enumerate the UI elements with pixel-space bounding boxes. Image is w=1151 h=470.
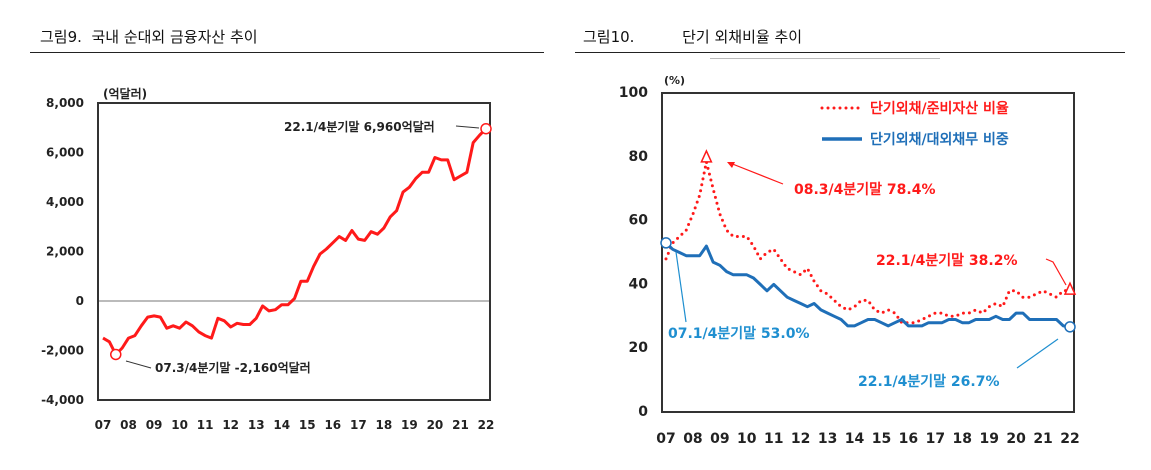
x-tick-label: 14 — [845, 431, 865, 447]
y-tick-label: 60 — [629, 213, 649, 229]
legend-label: 단기외채/준비자산 비율 — [870, 100, 1009, 117]
x-tick-label: 18 — [376, 418, 393, 432]
x-tick-label: 09 — [710, 431, 729, 447]
annotation-arrow — [729, 162, 784, 185]
x-tick-label: 19 — [979, 431, 998, 447]
annotation-label: 22.1/4분기말 26.7% — [858, 374, 999, 390]
trough-marker — [110, 348, 122, 361]
y-tick-label: -4,000 — [41, 393, 84, 407]
x-tick-label: 08 — [120, 418, 137, 432]
x-tick-label: 07 — [95, 418, 112, 432]
x-tick-label: 12 — [222, 418, 239, 432]
y-tick-label: 40 — [629, 276, 649, 292]
x-tick-label: 11 — [197, 418, 214, 432]
annotation-arrow — [455, 125, 480, 129]
legend-label: 단기외채/대외채무 비중 — [870, 131, 1009, 148]
annotation-label: 07.3/4분기말 -2,160억달러 — [155, 360, 311, 375]
annotation-label: 08.3/4분기말 78.4% — [794, 182, 935, 198]
triangle-marker — [700, 149, 713, 163]
x-tick-label: 20 — [1006, 431, 1026, 447]
x-tick-label: 07 — [656, 431, 675, 447]
x-tick-label: 22 — [1060, 431, 1079, 447]
x-tick-label: 20 — [427, 418, 444, 432]
triangle-marker — [1063, 281, 1077, 295]
annotation-arrow — [1045, 258, 1067, 286]
x-tick-label: 11 — [764, 431, 783, 447]
y-axis-unit: (%) — [664, 74, 685, 87]
annotation-label: 22.1/4분기말 6,960억달러 — [284, 119, 435, 134]
annotation-arrow — [125, 360, 152, 369]
x-tick-label: 13 — [818, 431, 837, 447]
y-tick-label: 8,000 — [46, 96, 84, 110]
figure-10-title: 그림10. 단기 외채비율 추이 — [583, 28, 803, 46]
arrowhead — [727, 162, 735, 168]
x-tick-label: 10 — [171, 418, 188, 432]
annotation-label: 07.1/4분기말 53.0% — [668, 326, 809, 342]
y-tick-label: 2,000 — [46, 245, 84, 259]
x-tick-label: 15 — [299, 418, 316, 432]
faint-divider — [710, 58, 940, 59]
x-tick-label: 17 — [926, 431, 945, 447]
circle-marker — [660, 237, 672, 249]
x-tick-label: 21 — [452, 418, 469, 432]
annotation-arrow — [675, 251, 687, 323]
net-external-assets-chart: (억달러) 8,000 6,000 4,000 2,000 0 -2,000 -4,000 0… — [41, 86, 495, 432]
annotation-label: 22.1/4분기말 38.2% — [876, 253, 1017, 269]
x-tick-label: 18 — [953, 431, 972, 447]
x-tick-label: 10 — [737, 431, 757, 447]
x-tick-label: 19 — [401, 418, 418, 432]
x-tick-label: 16 — [899, 431, 918, 447]
x-tick-label: 16 — [324, 418, 341, 432]
plot-frame — [661, 92, 1075, 413]
y-tick-label: -2,000 — [41, 344, 84, 358]
y-tick-label: 0 — [638, 404, 648, 420]
figure-10-divider — [575, 52, 1125, 53]
x-tick-label: 08 — [683, 431, 702, 447]
x-tick-label: 14 — [273, 418, 290, 432]
x-tick-label: 09 — [146, 418, 163, 432]
y-tick-label: 100 — [619, 85, 648, 101]
figure-9-title: 그림9. 국내 순대외 금융자산 추이 — [40, 28, 258, 46]
x-tick-label: 21 — [1033, 431, 1052, 447]
x-tick-label: 12 — [791, 431, 810, 447]
y-tick-label: 0 — [76, 294, 84, 308]
y-tick-label: 6,000 — [46, 146, 84, 160]
peak-marker — [480, 122, 492, 135]
y-tick-label: 80 — [629, 149, 649, 165]
figure-9-divider — [30, 52, 544, 53]
y-tick-label: 4,000 — [46, 195, 84, 209]
plot-frame — [97, 102, 491, 401]
x-tick-label: 15 — [872, 431, 891, 447]
y-axis-unit: (억달러) — [103, 86, 147, 101]
annotation-arrow — [1016, 338, 1059, 369]
x-tick-label: 13 — [248, 418, 265, 432]
x-tick-label: 17 — [350, 418, 367, 432]
x-tick-label: 22 — [478, 418, 495, 432]
y-tick-label: 20 — [629, 340, 649, 356]
circle-marker — [1064, 321, 1076, 333]
